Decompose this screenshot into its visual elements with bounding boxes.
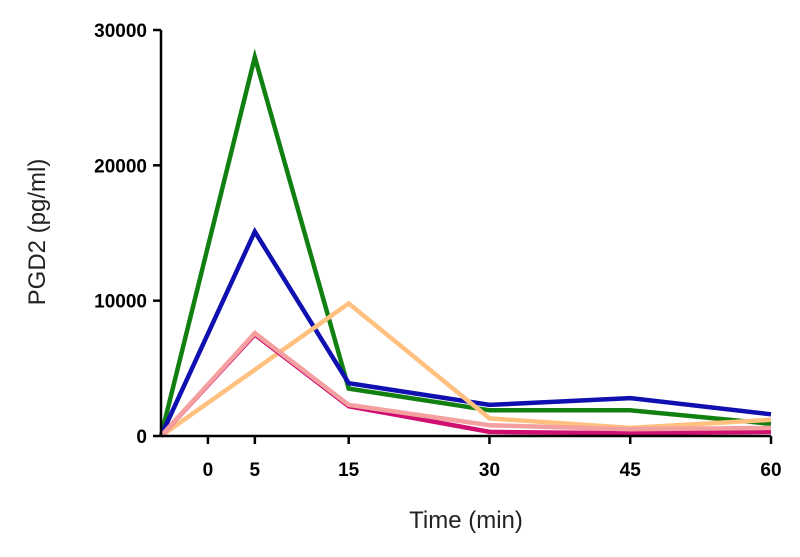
series-line-3 (159, 300, 772, 438)
series-line-5 (159, 330, 772, 438)
x-tick-label: 15 (338, 460, 360, 481)
y-tick-label: 20000 (94, 156, 147, 177)
y-tick-label: 0 (136, 427, 147, 448)
x-axis-title: Time (min) (409, 507, 523, 534)
x-tick-label: 0 (203, 460, 214, 481)
series-layer (158, 48, 772, 438)
y-tick-label: 30000 (94, 21, 147, 42)
x-tick-label: 60 (760, 460, 781, 481)
y-tick-label: 10000 (94, 292, 147, 313)
series-line-2 (158, 226, 772, 437)
series-line-1 (158, 48, 772, 437)
x-tick-label: 5 (250, 460, 261, 481)
y-axis-title: PGD2 (pg/ml) (24, 159, 51, 306)
ticks-layer: 0 10000 20000 30000 0 5 15 30 45 60 (94, 21, 781, 481)
x-tick-label: 30 (479, 460, 500, 481)
x-tick-label: 45 (620, 460, 642, 481)
axes-layer (159, 30, 771, 438)
